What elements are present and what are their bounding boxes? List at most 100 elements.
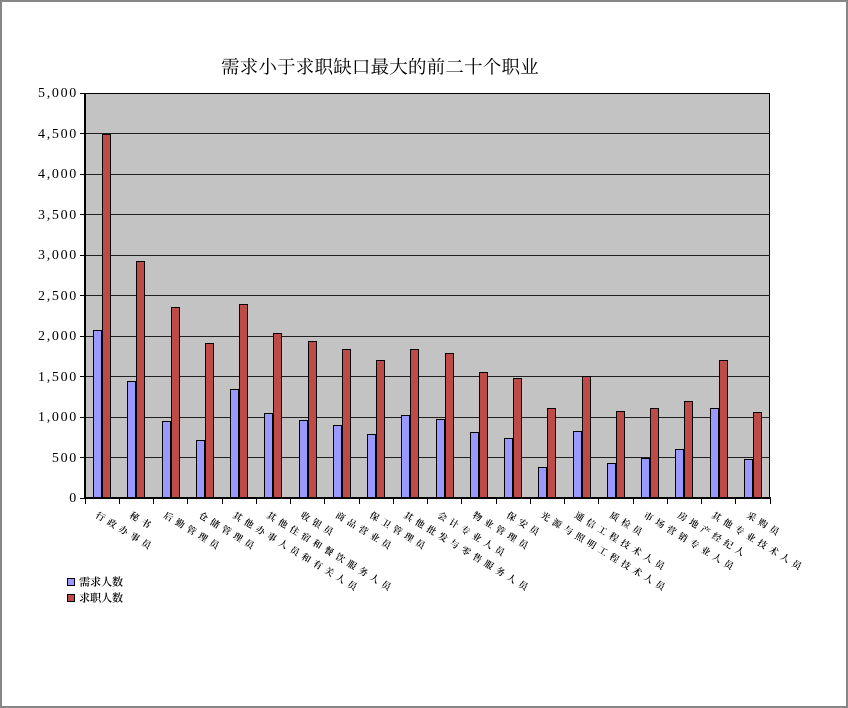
y-tick-label-2: 1,000 (38, 410, 78, 425)
bar-jobseekers-14 (581, 375, 591, 498)
y-tick-label-0: 0 (69, 491, 78, 506)
bar-jobseekers-5 (273, 332, 283, 498)
category-label-4 (231, 510, 358, 592)
bar-demand-13 (538, 466, 548, 498)
x-tick (461, 499, 463, 504)
x-tick (666, 499, 668, 504)
bar-jobseekers-17 (684, 400, 694, 498)
y-tick-label-10: 5,000 (38, 86, 78, 101)
x-tick (598, 499, 600, 504)
bar-jobseekers-11 (478, 372, 488, 498)
x-tick (701, 499, 702, 504)
x-tick (632, 499, 634, 504)
bar-jobseekers-13 (547, 408, 557, 498)
legend-swatch-jobseekers (67, 594, 75, 602)
gridline (85, 254, 770, 256)
bar-demand-1 (127, 381, 137, 498)
bar-demand-16 (641, 458, 651, 498)
bar-jobseekers-1 (136, 260, 146, 498)
legend-label-demand (79, 575, 123, 587)
chart-title (221, 57, 539, 76)
x-axis-line (84, 497, 771, 499)
gridline (85, 335, 770, 337)
bar-demand-12 (504, 437, 514, 498)
bar-jobseekers-7 (341, 349, 351, 498)
legend-swatch-demand (67, 578, 75, 586)
bar-jobseekers-10 (444, 353, 454, 498)
legend-label-jobseekers (79, 591, 123, 603)
bar-demand-15 (606, 462, 616, 498)
y-tick (80, 457, 85, 458)
y-tick-label-4: 2,000 (38, 329, 78, 344)
bar-demand-14 (572, 430, 582, 498)
y-tick (80, 173, 85, 175)
x-tick (221, 499, 223, 504)
x-tick (84, 499, 86, 504)
y-tick-label-3: 1,500 (38, 369, 78, 385)
gridline (85, 173, 770, 175)
bar-jobseekers-16 (650, 408, 660, 498)
x-tick (153, 499, 154, 504)
category-label-1 (128, 510, 152, 530)
y-tick (80, 133, 85, 134)
category-label-9 (402, 510, 530, 592)
gridline (85, 376, 770, 377)
x-tick (495, 499, 497, 504)
y-tick (80, 254, 85, 256)
x-tick (118, 499, 120, 504)
x-tick (324, 499, 326, 504)
x-tick (290, 499, 291, 504)
bar-jobseekers-3 (204, 343, 214, 498)
bar-demand-19 (743, 459, 753, 498)
category-label-13 (539, 510, 667, 592)
bar-jobseekers-19 (752, 412, 762, 498)
y-tick (80, 376, 85, 377)
gridline (85, 416, 770, 418)
x-tick (735, 499, 737, 504)
bar-jobseekers-4 (239, 304, 249, 498)
bar-demand-17 (675, 449, 685, 498)
bar-demand-10 (435, 419, 445, 498)
bar-demand-4 (230, 389, 240, 498)
y-tick (80, 214, 85, 215)
y-tick-label-5: 2,500 (38, 288, 78, 304)
y-tick (80, 335, 85, 337)
gridline (85, 133, 770, 134)
bar-demand-11 (469, 431, 479, 498)
x-tick (187, 499, 189, 504)
bar-demand-5 (264, 412, 274, 498)
x-tick (255, 499, 257, 504)
bar-demand-7 (332, 425, 342, 498)
category-label-5 (265, 510, 393, 592)
bar-jobseekers-18 (718, 360, 728, 498)
bar-jobseekers-8 (376, 360, 386, 498)
bar-jobseekers-6 (307, 340, 317, 498)
y-tick-label-9: 4,500 (38, 126, 78, 142)
y-tick (80, 416, 85, 418)
bar-demand-2 (161, 421, 171, 498)
gridline (85, 214, 770, 215)
bar-jobseekers-12 (513, 378, 523, 498)
x-tick (529, 499, 531, 504)
bar-demand-9 (401, 415, 411, 498)
bar-jobseekers-0 (102, 134, 112, 498)
y-tick-label-8: 4,000 (38, 167, 78, 182)
plot-area (85, 93, 770, 498)
bar-demand-3 (195, 439, 205, 498)
y-tick-label-1: 500 (51, 450, 78, 466)
y-tick (80, 295, 85, 296)
y-tick (80, 92, 85, 94)
bar-jobseekers-15 (615, 411, 625, 498)
x-tick (769, 499, 771, 504)
bar-jobseekers-2 (170, 306, 180, 498)
x-tick (392, 499, 394, 504)
gridline (85, 457, 770, 458)
y-tick-label-6: 3,000 (38, 248, 78, 263)
x-tick (427, 499, 428, 504)
bar-demand-6 (298, 419, 308, 498)
x-tick (358, 499, 360, 504)
y-tick-label-7: 3,500 (38, 207, 78, 223)
bar-demand-0 (93, 330, 103, 498)
x-tick (564, 499, 565, 504)
